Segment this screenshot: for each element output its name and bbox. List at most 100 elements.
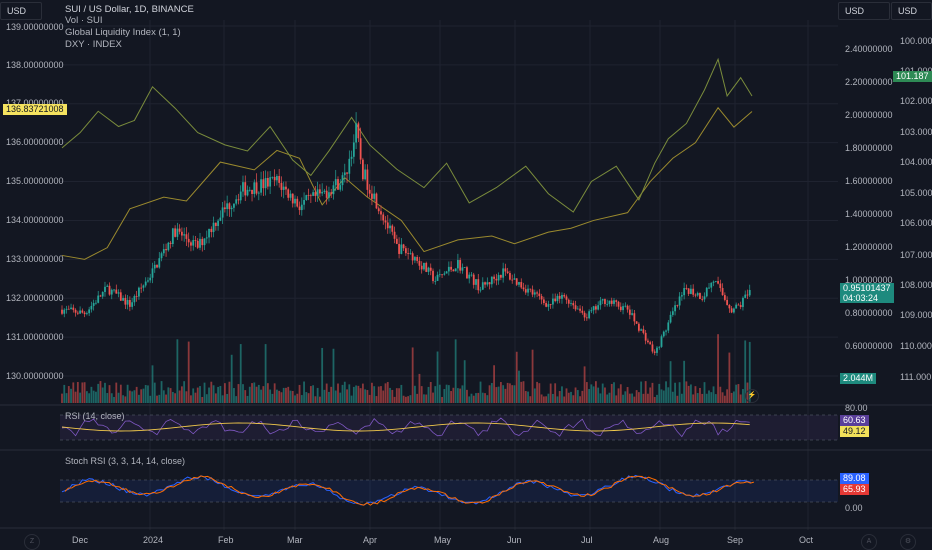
- candle-body: [223, 207, 226, 210]
- volume-bar: [149, 395, 152, 403]
- volume-bar: [246, 395, 249, 403]
- overlay-liquidity[interactable]: Global Liquidity Index (1, 1): [65, 27, 181, 38]
- volume-bar: [450, 391, 453, 403]
- candle-body: [665, 330, 667, 332]
- candle-body: [95, 302, 97, 304]
- candle-body: [404, 248, 407, 254]
- volume-bar: [542, 396, 545, 403]
- rsi-title[interactable]: RSI (14, close): [65, 411, 125, 421]
- volume-bar: [556, 396, 559, 403]
- volume-bar: [368, 394, 371, 403]
- candle-body: [601, 299, 604, 301]
- volume-bar: [536, 381, 538, 403]
- volume-bar: [506, 382, 509, 403]
- candle-body: [644, 332, 647, 341]
- candle-body: [115, 289, 118, 294]
- candle-body: [142, 285, 145, 288]
- chart-title[interactable]: SUI / US Dollar, 1D, BINANCE: [65, 4, 194, 15]
- candle-body: [712, 281, 715, 283]
- volume-bar: [373, 386, 376, 403]
- liquidity-badge: 136.83721008: [3, 104, 67, 115]
- volume-bar: [357, 385, 360, 403]
- volume-bar: [192, 388, 195, 403]
- volume-bar: [181, 386, 183, 403]
- volume-bar: [438, 384, 441, 403]
- time-tick: Mar: [287, 535, 303, 545]
- candle-body: [113, 289, 115, 291]
- volume-bar: [366, 390, 369, 403]
- volume-bar: [386, 382, 389, 403]
- mid-currency-button[interactable]: USD: [838, 2, 890, 20]
- volume-bar: [527, 391, 529, 403]
- candle-body: [667, 322, 670, 331]
- candle-body: [585, 317, 588, 319]
- left-currency-button[interactable]: USD: [0, 2, 42, 20]
- volume-bar: [133, 390, 136, 403]
- lightning-icon[interactable]: ⚡: [745, 389, 759, 403]
- volume-bar: [477, 392, 480, 403]
- volume-bar: [230, 354, 233, 403]
- auto-scale-icon[interactable]: A: [861, 534, 877, 550]
- candle-body: [156, 264, 158, 268]
- candle-body: [389, 225, 391, 229]
- volume-bar: [334, 390, 337, 403]
- candle-body: [316, 189, 319, 196]
- candle-body: [70, 307, 72, 310]
- dxy-line: [61, 57, 753, 213]
- overlay-vol[interactable]: Vol · SUI: [65, 15, 103, 26]
- candle-body: [692, 288, 695, 295]
- candle-body: [658, 346, 661, 348]
- volume-bar: [558, 391, 561, 403]
- mid-tick: 2.20000000: [845, 77, 893, 87]
- candle-body: [205, 237, 208, 239]
- candle-body: [119, 292, 122, 301]
- volume-bar: [85, 391, 88, 403]
- volume-bar: [140, 389, 143, 403]
- candle-body: [74, 309, 77, 313]
- candle-body: [576, 308, 579, 310]
- candle-body: [714, 281, 717, 282]
- volume-bar: [294, 395, 296, 403]
- candle-body: [441, 274, 443, 276]
- candle-body: [386, 222, 389, 229]
- volume-bar: [208, 387, 210, 403]
- candle-body: [610, 300, 613, 304]
- candle-body: [699, 293, 701, 299]
- volume-bar: [384, 383, 387, 403]
- left-tick: 131.00000000: [6, 332, 64, 342]
- candle-body: [282, 186, 285, 190]
- volume-bar: [502, 385, 505, 403]
- volume-bar: [563, 396, 566, 403]
- candle-body: [588, 311, 591, 319]
- timezone-icon[interactable]: Z: [24, 534, 40, 550]
- stoch-title[interactable]: Stoch RSI (3, 3, 14, 14, close): [65, 456, 186, 466]
- volume-bar: [185, 391, 188, 403]
- volume-bar: [520, 381, 523, 403]
- candle-body: [228, 203, 231, 210]
- volume-bar: [509, 383, 511, 403]
- volume-bar: [730, 392, 733, 403]
- candle-body: [196, 240, 199, 248]
- right-currency-button[interactable]: USD: [891, 2, 932, 20]
- volume-bar: [343, 381, 346, 403]
- candle-body: [375, 193, 378, 209]
- volume-bar: [441, 396, 443, 403]
- candle-body: [185, 234, 188, 239]
- overlay-dxy[interactable]: DXY · INDEX: [65, 39, 122, 50]
- candle-body: [278, 176, 281, 183]
- candle-body: [649, 342, 652, 345]
- settings-icon[interactable]: ⚙: [900, 534, 916, 550]
- volume-bar: [717, 334, 719, 403]
- volume-bar: [278, 390, 281, 403]
- candle-body: [72, 307, 75, 310]
- candle-body: [416, 257, 419, 261]
- volume-bar: [662, 390, 665, 403]
- candle-body: [364, 169, 367, 180]
- candle-body: [79, 310, 81, 314]
- candle-body: [504, 268, 507, 272]
- candle-body: [174, 228, 177, 237]
- volume-bar: [486, 395, 489, 403]
- volume-bar: [371, 382, 373, 403]
- volume-bar: [608, 392, 611, 403]
